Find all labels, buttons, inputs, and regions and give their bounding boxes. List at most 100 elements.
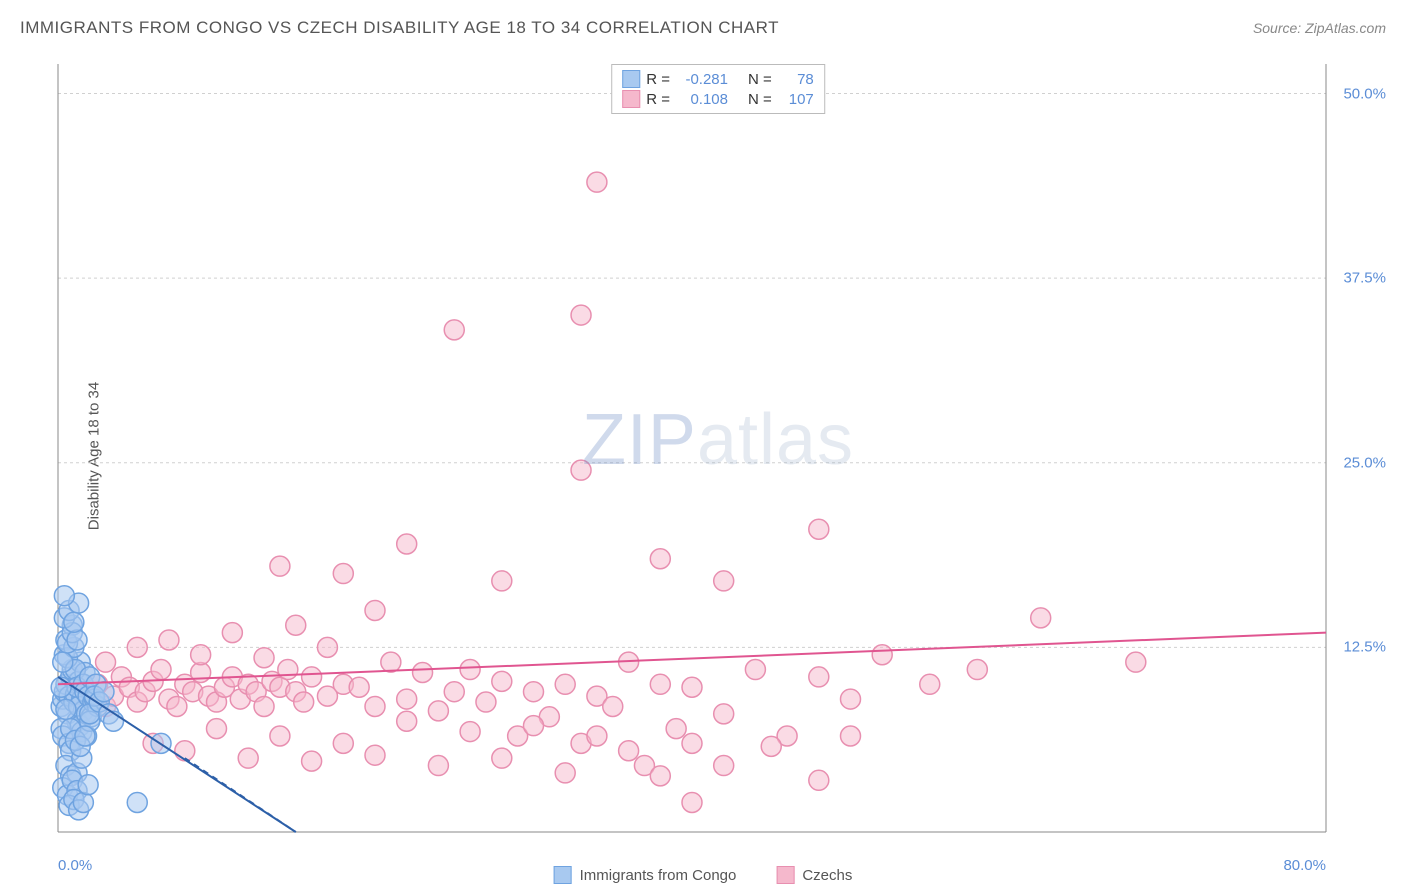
scatter-point-czechs xyxy=(278,660,298,680)
scatter-point-czechs xyxy=(524,716,544,736)
scatter-point-czechs xyxy=(444,320,464,340)
swatch-congo xyxy=(622,70,640,88)
scatter-point-congo xyxy=(94,682,114,702)
bottom-legend: Immigrants from Congo Czechs xyxy=(554,866,853,884)
scatter-point-czechs xyxy=(365,696,385,716)
stats-r-value: 0.108 xyxy=(676,91,728,108)
scatter-point-czechs xyxy=(397,534,417,554)
stats-n-value: 107 xyxy=(778,91,814,108)
scatter-point-czechs xyxy=(809,667,829,687)
scatter-point-czechs xyxy=(682,677,702,697)
scatter-point-czechs xyxy=(714,704,734,724)
scatter-point-czechs xyxy=(714,756,734,776)
scatter-point-czechs xyxy=(302,751,322,771)
scatter-point-czechs xyxy=(254,648,274,668)
scatter-point-czechs xyxy=(650,674,670,694)
scatter-point-czechs xyxy=(286,615,306,635)
scatter-point-czechs xyxy=(1126,652,1146,672)
scatter-point-czechs xyxy=(96,652,116,672)
scatter-point-czechs xyxy=(761,736,781,756)
scatter-point-czechs xyxy=(397,689,417,709)
y-tick-label: 37.5% xyxy=(1343,270,1386,287)
scatter-point-czechs xyxy=(809,519,829,539)
source-attribution: Source: ZipAtlas.com xyxy=(1253,20,1386,36)
scatter-point-czechs xyxy=(222,623,242,643)
scatter-point-czechs xyxy=(571,460,591,480)
scatter-point-congo xyxy=(73,792,93,812)
scatter-point-czechs xyxy=(714,571,734,591)
scatter-point-czechs xyxy=(555,674,575,694)
scatter-point-czechs xyxy=(682,792,702,812)
scatter-point-czechs xyxy=(207,719,227,739)
scatter-point-congo xyxy=(51,677,71,697)
scatter-point-congo xyxy=(78,775,98,795)
scatter-point-congo xyxy=(64,612,84,632)
scatter-point-czechs xyxy=(492,571,512,591)
scatter-point-czechs xyxy=(333,564,353,584)
scatter-point-congo xyxy=(127,792,147,812)
y-tick-label: 25.0% xyxy=(1343,454,1386,471)
stats-row-czechs: R = 0.108 N = 107 xyxy=(622,89,814,109)
scatter-point-czechs xyxy=(175,741,195,761)
scatter-point-czechs xyxy=(587,172,607,192)
scatter-point-czechs xyxy=(587,726,607,746)
scatter-point-czechs xyxy=(317,637,337,657)
scatter-point-congo xyxy=(75,726,95,746)
swatch-czechs xyxy=(622,90,640,108)
scatter-point-czechs xyxy=(333,733,353,753)
scatter-point-czechs xyxy=(603,696,623,716)
scatter-point-czechs xyxy=(428,756,448,776)
stats-n-label: N = xyxy=(748,71,772,88)
scatter-point-czechs xyxy=(302,667,322,687)
scatter-point-czechs xyxy=(619,741,639,761)
scatter-point-czechs xyxy=(841,689,861,709)
scatter-point-congo xyxy=(53,652,73,672)
stats-r-label: R = xyxy=(646,71,670,88)
scatter-point-czechs xyxy=(650,549,670,569)
scatter-point-czechs xyxy=(167,696,187,716)
scatter-point-czechs xyxy=(524,682,544,702)
trend-line-dash-congo xyxy=(185,758,296,832)
scatter-point-czechs xyxy=(365,600,385,620)
scatter-plot xyxy=(50,60,1386,852)
legend-label: Immigrants from Congo xyxy=(580,867,737,884)
x-tick-label: 0.0% xyxy=(58,857,92,874)
scatter-point-czechs xyxy=(872,645,892,665)
scatter-point-czechs xyxy=(270,556,290,576)
scatter-point-czechs xyxy=(428,701,448,721)
scatter-point-czechs xyxy=(555,763,575,783)
scatter-point-czechs xyxy=(349,677,369,697)
scatter-point-congo xyxy=(67,630,87,650)
scatter-point-czechs xyxy=(238,748,258,768)
stats-r-label: R = xyxy=(646,91,670,108)
scatter-point-czechs xyxy=(682,733,702,753)
scatter-point-czechs xyxy=(492,671,512,691)
legend-label: Czechs xyxy=(802,867,852,884)
stats-n-label: N = xyxy=(748,91,772,108)
scatter-point-czechs xyxy=(460,722,480,742)
scatter-point-czechs xyxy=(920,674,940,694)
y-tick-label: 50.0% xyxy=(1343,85,1386,102)
stats-legend-box: R = -0.281 N = 78 R = 0.108 N = 107 xyxy=(611,64,825,114)
x-tick-label: 80.0% xyxy=(1283,857,1326,874)
scatter-point-czechs xyxy=(666,719,686,739)
scatter-point-czechs xyxy=(270,726,290,746)
chart-title: IMMIGRANTS FROM CONGO VS CZECH DISABILIT… xyxy=(20,18,779,38)
scatter-point-czechs xyxy=(650,766,670,786)
scatter-point-czechs xyxy=(365,745,385,765)
scatter-point-congo xyxy=(56,699,76,719)
swatch-congo xyxy=(554,866,572,884)
y-tick-label: 12.5% xyxy=(1343,639,1386,656)
scatter-point-czechs xyxy=(254,696,274,716)
legend-item-congo: Immigrants from Congo xyxy=(554,866,737,884)
scatter-point-czechs xyxy=(492,748,512,768)
scatter-point-czechs xyxy=(460,660,480,680)
scatter-point-czechs xyxy=(841,726,861,746)
scatter-point-czechs xyxy=(444,682,464,702)
scatter-point-czechs xyxy=(1031,608,1051,628)
scatter-point-czechs xyxy=(127,637,147,657)
chart-area: Disability Age 18 to 34 ZIPatlas R = -0.… xyxy=(50,60,1386,852)
stats-n-value: 78 xyxy=(778,71,814,88)
scatter-point-czechs xyxy=(967,660,987,680)
swatch-czechs xyxy=(776,866,794,884)
